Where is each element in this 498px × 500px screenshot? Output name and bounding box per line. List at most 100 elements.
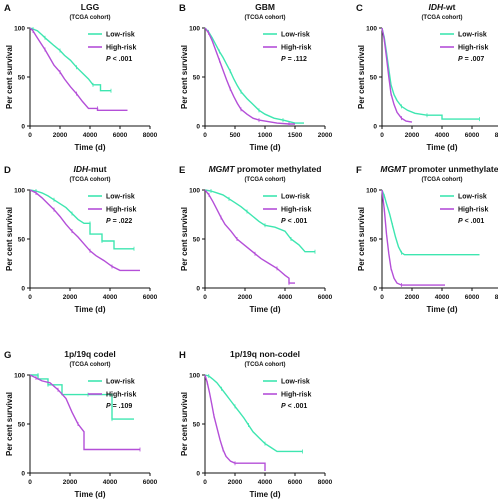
p-value-number: < .001 bbox=[286, 218, 308, 225]
series-line-low bbox=[204, 27, 304, 124]
y-tick-label: 50 bbox=[370, 236, 378, 243]
x-tick-label: 2000 bbox=[228, 479, 243, 486]
legend-label-low: Low-risk bbox=[106, 379, 135, 386]
p-value-symbol: P bbox=[281, 56, 286, 63]
x-tick-label: 6000 bbox=[318, 294, 333, 301]
panel-subtitle: (TCGA cohort) bbox=[244, 177, 285, 183]
legend-label-low: Low-risk bbox=[281, 32, 310, 39]
y-tick-label: 50 bbox=[193, 421, 201, 428]
y-tick-label: 100 bbox=[189, 372, 200, 379]
y-tick-label: 100 bbox=[189, 25, 200, 32]
p-value-number: < .001 bbox=[111, 56, 133, 63]
panel-letter: A bbox=[4, 3, 11, 14]
x-tick-label: 4000 bbox=[258, 479, 273, 486]
panel-subtitle: (TCGA cohort) bbox=[421, 15, 462, 21]
legend-label-high: High-risk bbox=[281, 392, 311, 399]
series-line-high bbox=[204, 374, 266, 471]
panel-subtitle: (TCGA cohort) bbox=[244, 15, 285, 21]
series-line-high bbox=[29, 189, 140, 272]
panel-c: C IDH-wt (TCGA cohort) 0 2000 4000 6000 8000 0 50… bbox=[356, 2, 498, 152]
panel-title-main: LGG bbox=[81, 2, 100, 12]
y-axis-label: Per cent survival bbox=[180, 392, 189, 456]
y-tick-label: 50 bbox=[193, 74, 201, 81]
y-tick-label: 100 bbox=[14, 25, 25, 32]
panel-title-main: MGMT bbox=[380, 164, 407, 174]
y-tick-label: 0 bbox=[196, 470, 200, 477]
series-line-high bbox=[29, 374, 140, 451]
y-axis-label: Per cent survival bbox=[180, 207, 189, 271]
x-tick-label: 0 bbox=[28, 479, 32, 486]
legend-label-low: Low-risk bbox=[281, 194, 310, 201]
panel-h: H 1p/19q non-codel (TCGA cohort) 0 2000 4000 6… bbox=[179, 349, 333, 499]
x-tick-label: 4000 bbox=[278, 294, 293, 301]
legend-label-high: High-risk bbox=[106, 392, 136, 399]
legend-label-low: Low-risk bbox=[106, 32, 135, 39]
panel-title: IDH-mut bbox=[73, 164, 106, 174]
x-tick-label: 8000 bbox=[143, 132, 158, 139]
x-tick-label: 2000 bbox=[53, 132, 68, 139]
p-value-label: P = .022 bbox=[106, 218, 132, 225]
panel-f: F MGMT promoter unmethylated (TCGA cohort)… bbox=[356, 164, 498, 314]
panel-subtitle: (TCGA cohort) bbox=[69, 15, 110, 21]
panel-title: 1p/19q non-codel bbox=[230, 349, 300, 359]
p-value-symbol: P bbox=[106, 56, 111, 63]
x-tick-label: 0 bbox=[203, 294, 207, 301]
y-axis-label: Per cent survival bbox=[5, 392, 14, 456]
p-value-symbol: P bbox=[106, 218, 111, 225]
x-tick-label: 8000 bbox=[495, 294, 498, 301]
x-tick-label: 500 bbox=[230, 132, 241, 139]
x-tick-label: 0 bbox=[380, 132, 384, 139]
y-tick-label: 100 bbox=[366, 187, 377, 194]
series-line-low bbox=[29, 27, 111, 92]
x-tick-label: 6000 bbox=[288, 479, 303, 486]
p-value-symbol: P bbox=[458, 56, 463, 63]
panel-title-main: 1p/19q codel bbox=[64, 349, 116, 359]
p-value-label: P = .007 bbox=[458, 56, 484, 63]
x-axis-label: Time (d) bbox=[75, 143, 106, 152]
p-value-symbol: P bbox=[281, 218, 286, 225]
y-axis-label: Per cent survival bbox=[5, 45, 14, 109]
x-tick-label: 0 bbox=[203, 132, 207, 139]
panel-e: E MGMT promoter methylated (TCGA cohort) 0 2… bbox=[179, 164, 333, 314]
p-value-number: < .001 bbox=[463, 218, 485, 225]
x-tick-label: 0 bbox=[380, 294, 384, 301]
x-tick-label: 4000 bbox=[435, 294, 450, 301]
series-line-low bbox=[30, 374, 134, 420]
series-line-high bbox=[204, 189, 295, 284]
y-tick-label: 100 bbox=[14, 372, 25, 379]
panel-letter: E bbox=[179, 165, 185, 176]
panel-title-main: IDH bbox=[73, 164, 89, 174]
y-axis-label: Per cent survival bbox=[357, 207, 366, 271]
panel-subtitle: (TCGA cohort) bbox=[421, 177, 462, 183]
p-value-label: P = .112 bbox=[281, 56, 307, 63]
x-axis-label: Time (d) bbox=[250, 490, 281, 499]
y-tick-label: 100 bbox=[189, 187, 200, 194]
x-tick-label: 0 bbox=[203, 479, 207, 486]
x-tick-label: 6000 bbox=[465, 294, 480, 301]
panel-title-main: GBM bbox=[255, 2, 275, 12]
panel-title: MGMT promoter unmethylated bbox=[380, 164, 498, 174]
panel-title-rest: promoter unmethylated bbox=[406, 164, 498, 174]
x-tick-label: 4000 bbox=[103, 479, 118, 486]
x-tick-label: 0 bbox=[28, 294, 32, 301]
x-tick-label: 0 bbox=[28, 132, 32, 139]
y-tick-label: 50 bbox=[18, 421, 26, 428]
p-value-label: P < .001 bbox=[281, 218, 307, 225]
x-tick-label: 6000 bbox=[143, 479, 158, 486]
series-line-high bbox=[381, 27, 413, 123]
x-tick-label: 4000 bbox=[435, 132, 450, 139]
panel-b: B GBM (TCGA cohort) 0 500 1000 1500 2000 0 50 100 T… bbox=[179, 2, 333, 152]
panel-title: GBM bbox=[255, 2, 275, 12]
y-tick-label: 0 bbox=[373, 285, 377, 292]
legend-label-high: High-risk bbox=[106, 45, 136, 52]
x-tick-label: 2000 bbox=[63, 294, 78, 301]
y-axis-label: Per cent survival bbox=[5, 207, 14, 271]
series-line-low bbox=[204, 374, 303, 453]
x-tick-label: 1000 bbox=[258, 132, 273, 139]
panel-a: A LGG (TCGA cohort) 0 2000 4000 6000 8000 0 50 100… bbox=[4, 2, 158, 152]
x-tick-label: 2000 bbox=[318, 132, 333, 139]
panel-title: IDH-wt bbox=[429, 2, 456, 12]
panel-subtitle: (TCGA cohort) bbox=[69, 362, 110, 368]
legend-label-high: High-risk bbox=[281, 45, 311, 52]
